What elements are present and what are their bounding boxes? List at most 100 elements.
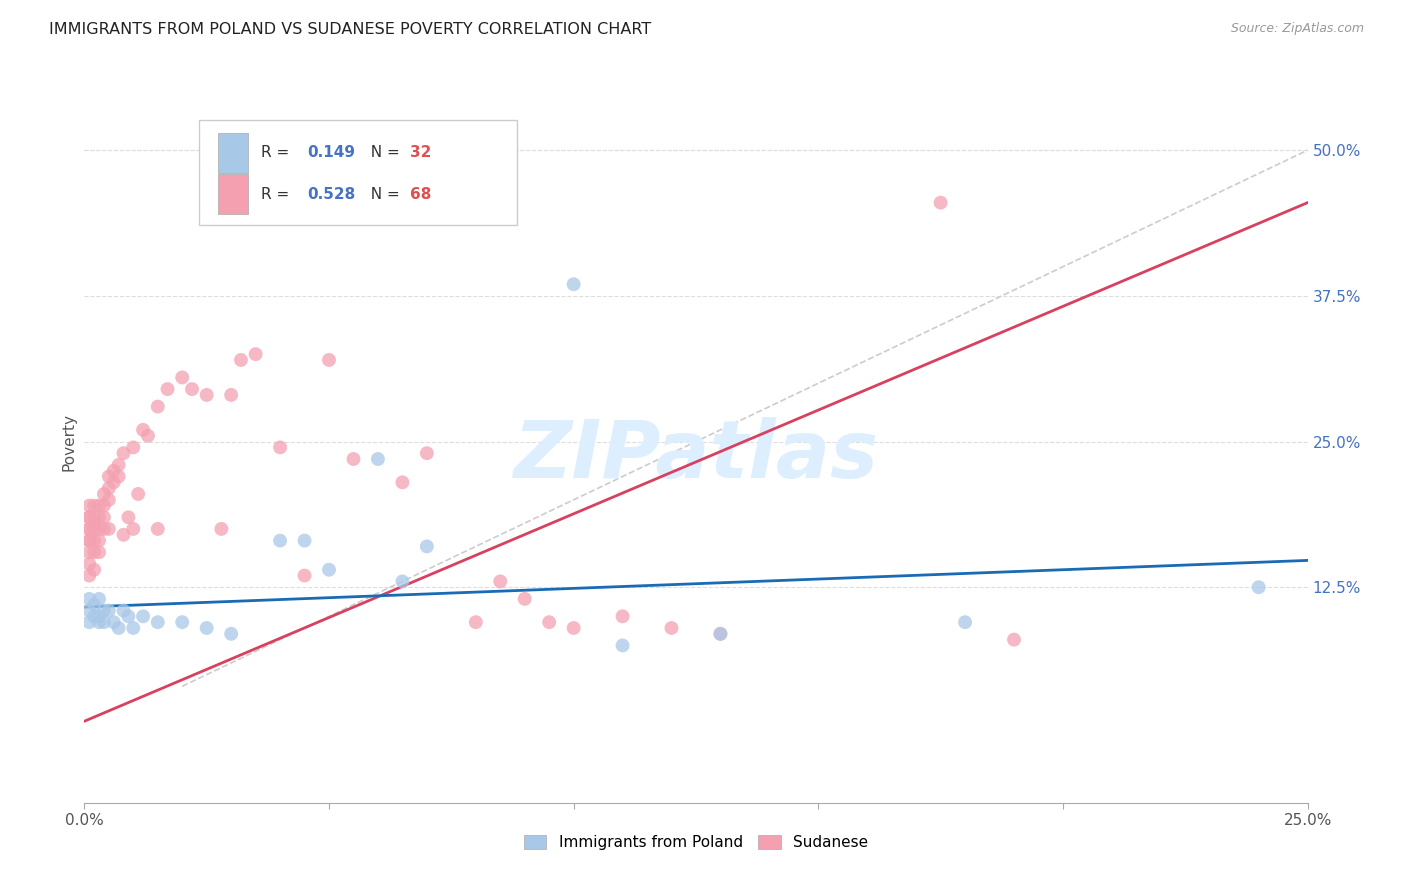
Point <box>209 522 232 536</box>
Point <box>83 533 105 548</box>
Point <box>709 627 731 641</box>
Point <box>93 487 115 501</box>
Point <box>97 469 120 483</box>
Point <box>83 609 105 624</box>
Text: Source: ZipAtlas.com: Source: ZipAtlas.com <box>1230 22 1364 36</box>
Point <box>612 639 634 653</box>
Point <box>661 621 683 635</box>
Point <box>146 522 169 536</box>
Point <box>416 540 439 554</box>
Text: IMMIGRANTS FROM POLAND VS SUDANESE POVERTY CORRELATION CHART: IMMIGRANTS FROM POLAND VS SUDANESE POVER… <box>49 22 651 37</box>
Point <box>195 388 218 402</box>
Point <box>103 475 125 490</box>
Point <box>318 563 340 577</box>
FancyBboxPatch shape <box>218 133 249 173</box>
Point <box>83 545 105 559</box>
Point <box>172 615 194 630</box>
Point <box>93 615 115 630</box>
Point <box>103 615 125 630</box>
Point <box>77 545 100 559</box>
Point <box>97 481 120 495</box>
Point <box>538 615 561 630</box>
Text: N =: N = <box>361 186 405 202</box>
Point <box>83 516 105 530</box>
Point <box>136 428 159 442</box>
Point <box>77 510 100 524</box>
Point <box>391 475 413 490</box>
Point <box>367 452 389 467</box>
Point <box>318 353 340 368</box>
Point <box>112 446 135 460</box>
Point <box>117 609 139 624</box>
Point <box>97 522 120 536</box>
Point <box>122 522 145 536</box>
Point <box>107 469 129 483</box>
Point <box>127 487 149 501</box>
Point <box>1002 632 1025 647</box>
Point <box>87 510 110 524</box>
Point <box>112 603 135 617</box>
Point <box>87 499 110 513</box>
Point <box>87 522 110 536</box>
Point <box>489 574 512 589</box>
Point <box>77 603 100 617</box>
Point <box>107 458 129 472</box>
Text: N =: N = <box>361 145 405 161</box>
Point <box>219 388 242 402</box>
Point <box>245 347 267 361</box>
FancyBboxPatch shape <box>200 120 517 225</box>
Point <box>83 510 105 524</box>
Point <box>77 522 100 536</box>
Point <box>93 522 115 536</box>
Point <box>122 441 145 455</box>
Point <box>464 615 486 630</box>
Point <box>77 522 100 536</box>
Point <box>77 557 100 571</box>
Point <box>87 533 110 548</box>
Y-axis label: Poverty: Poverty <box>60 412 76 471</box>
Point <box>87 609 110 624</box>
FancyBboxPatch shape <box>218 174 249 214</box>
Point <box>97 603 120 617</box>
Point <box>562 277 585 292</box>
Point <box>77 533 100 548</box>
Point <box>117 510 139 524</box>
Point <box>269 533 291 548</box>
Point <box>229 353 252 368</box>
Point <box>77 510 100 524</box>
Point <box>83 563 105 577</box>
Text: 0.528: 0.528 <box>307 186 356 202</box>
Point <box>103 464 125 478</box>
Point <box>77 499 100 513</box>
Point <box>156 382 179 396</box>
Point <box>87 545 110 559</box>
Point <box>391 574 413 589</box>
Point <box>172 370 194 384</box>
Point <box>132 609 155 624</box>
Text: ZIPatlas: ZIPatlas <box>513 417 879 495</box>
Point <box>83 522 105 536</box>
Point <box>122 621 145 635</box>
Point <box>1247 580 1270 594</box>
Point <box>87 591 110 606</box>
Point <box>416 446 439 460</box>
Legend: Immigrants from Poland, Sudanese: Immigrants from Poland, Sudanese <box>517 830 875 856</box>
Point <box>87 615 110 630</box>
Point <box>146 615 169 630</box>
Point <box>77 568 100 582</box>
Point <box>181 382 204 396</box>
Point <box>83 499 105 513</box>
Point <box>132 423 155 437</box>
Point <box>83 598 105 612</box>
Point <box>294 568 316 582</box>
Text: 0.149: 0.149 <box>307 145 354 161</box>
Point <box>77 591 100 606</box>
Point <box>562 621 585 635</box>
Point <box>77 615 100 630</box>
Text: R =: R = <box>260 186 294 202</box>
Text: 68: 68 <box>409 186 432 202</box>
Point <box>513 591 536 606</box>
Point <box>953 615 976 630</box>
Point <box>97 492 120 507</box>
Point <box>112 528 135 542</box>
